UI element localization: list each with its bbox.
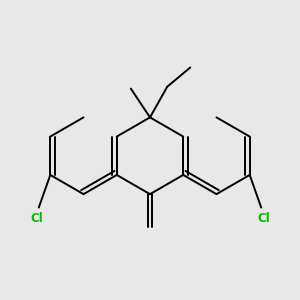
Text: Cl: Cl: [30, 212, 43, 225]
Text: Cl: Cl: [257, 212, 270, 225]
